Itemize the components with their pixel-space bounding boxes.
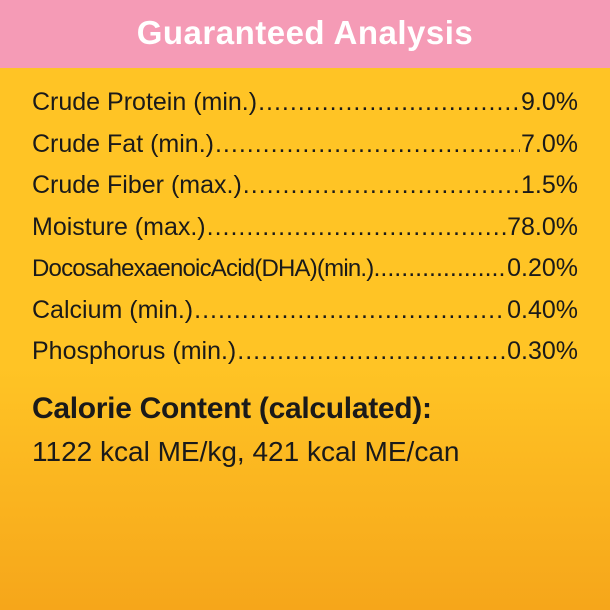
dot-leader: ........................................… — [258, 90, 520, 115]
header-title: Guaranteed Analysis — [137, 14, 474, 51]
nutrient-value: 78.0% — [507, 215, 578, 240]
nutrient-value: 0.40% — [507, 298, 578, 323]
dot-leader: ........................................… — [373, 256, 507, 281]
nutrient-label: DocosahexaenoicAcid(DHA)(min.) — [32, 257, 373, 281]
nutrient-value: 1.5% — [521, 173, 578, 198]
content-area: Crude Protein (min.)....................… — [0, 68, 610, 610]
panel: Guaranteed Analysis Crude Protein (min.)… — [0, 0, 610, 610]
nutrient-list: Crude Protein (min.)....................… — [32, 90, 578, 364]
nutrient-row: DocosahexaenoicAcid(DHA)(min.)..........… — [32, 256, 578, 281]
nutrient-row: Calcium (min.)..........................… — [32, 298, 578, 323]
dot-leader: ........................................… — [237, 339, 506, 364]
header-bar: Guaranteed Analysis — [0, 0, 610, 68]
dot-leader: ........................................… — [215, 132, 520, 157]
dot-leader: ........................................… — [207, 215, 506, 240]
nutrient-value: 0.30% — [507, 339, 578, 364]
nutrient-label: Moisture (max.) — [32, 215, 206, 240]
dot-leader: ........................................… — [194, 298, 506, 323]
nutrient-row: Crude Fiber (max.)......................… — [32, 173, 578, 198]
nutrient-label: Crude Fat (min.) — [32, 132, 214, 157]
nutrient-value: 7.0% — [521, 132, 578, 157]
nutrient-value: 0.20% — [507, 256, 578, 281]
nutrient-row: Crude Fat (min.)........................… — [32, 132, 578, 157]
calorie-text: 1122 kcal ME/kg, 421 kcal ME/can — [32, 436, 578, 468]
nutrient-value: 9.0% — [521, 90, 578, 115]
nutrient-label: Calcium (min.) — [32, 298, 193, 323]
dot-leader: ........................................… — [243, 173, 520, 198]
nutrient-row: Moisture (max.).........................… — [32, 215, 578, 240]
nutrient-label: Phosphorus (min.) — [32, 339, 236, 364]
nutrient-label: Crude Fiber (max.) — [32, 173, 242, 198]
calorie-heading: Calorie Content (calculated): — [32, 392, 578, 426]
nutrient-row: Crude Protein (min.)....................… — [32, 90, 578, 115]
nutrient-label: Crude Protein (min.) — [32, 90, 257, 115]
nutrient-row: Phosphorus (min.).......................… — [32, 339, 578, 364]
